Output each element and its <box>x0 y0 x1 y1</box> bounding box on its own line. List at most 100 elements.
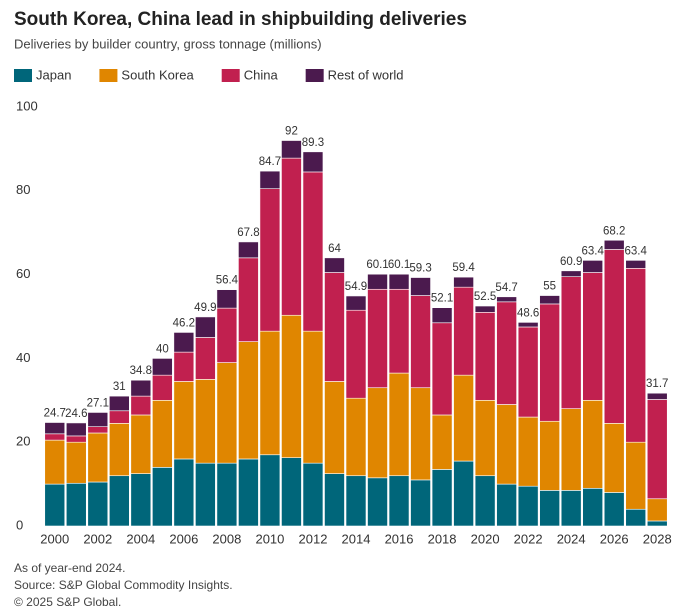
total-label: 24.7 <box>44 408 66 420</box>
bar-segment <box>539 303 560 422</box>
y-tick-label: 100 <box>16 98 38 113</box>
bar-segment <box>302 462 324 527</box>
bar-segment <box>324 473 345 527</box>
bar-segment <box>216 362 238 464</box>
total-label: 34.8 <box>130 365 152 377</box>
total-label: 92 <box>285 126 298 138</box>
bar-segment <box>582 399 603 489</box>
note: As of year-end 2024. <box>14 561 125 575</box>
total-label: 46.2 <box>173 317 195 329</box>
bar-segment <box>496 404 517 485</box>
y-tick-label: 20 <box>16 434 30 449</box>
bar-segment <box>646 392 668 400</box>
y-tick-label: 0 <box>16 517 23 532</box>
bar-segment <box>517 326 539 418</box>
x-tick-label: 2022 <box>514 531 543 546</box>
legend-label: South Korea <box>121 67 194 82</box>
bar-segment <box>625 508 647 527</box>
x-tick-label: 2008 <box>212 531 241 546</box>
total-label: 63.4 <box>625 245 648 257</box>
legend-swatch <box>99 69 118 82</box>
total-label: 54.9 <box>345 281 367 293</box>
bar-segment <box>281 157 302 316</box>
bar-segment <box>281 314 302 459</box>
total-label: 56.4 <box>216 275 239 287</box>
bar-segment <box>44 483 66 527</box>
bar-segment <box>367 387 388 479</box>
bar-segment <box>65 482 87 527</box>
bar-segment <box>410 479 431 527</box>
bar-segment <box>324 257 345 273</box>
bar-segment <box>109 410 130 424</box>
legend-label: China <box>244 67 279 82</box>
bar-segment <box>238 241 259 259</box>
bar-segment <box>388 288 410 374</box>
total-label: 67.8 <box>237 227 259 239</box>
x-tick-label: 2006 <box>169 531 198 546</box>
legend-swatch <box>305 69 324 82</box>
bar-segment <box>65 441 87 484</box>
bar-segment <box>173 458 195 527</box>
bar-segment <box>195 462 216 527</box>
total-label: 63.4 <box>581 245 604 257</box>
bar-segment <box>216 462 238 527</box>
bar-segment <box>496 301 517 405</box>
bar-segment <box>646 520 668 527</box>
bar-segment <box>259 188 281 332</box>
bar-segment <box>367 288 388 389</box>
bar-segment <box>453 460 474 527</box>
bar-segment <box>87 481 109 527</box>
bar-segment <box>65 435 87 443</box>
bar-segment <box>152 467 173 527</box>
bar-segment <box>152 374 173 401</box>
bar-segment <box>388 273 410 290</box>
bar-segment <box>345 475 367 527</box>
y-tick-label: 60 <box>16 266 30 281</box>
bar-segment <box>345 397 367 477</box>
bar-segment <box>195 379 216 464</box>
total-label: 55 <box>543 281 556 293</box>
bar-segment <box>517 485 539 527</box>
bar-segment <box>603 239 625 250</box>
total-label: 89.3 <box>302 137 324 149</box>
bar-segment <box>539 420 560 491</box>
total-label: 31 <box>113 381 126 393</box>
bar-segment <box>582 260 603 273</box>
bar-segment <box>603 249 625 424</box>
x-tick-label: 2028 <box>643 531 672 546</box>
bar-segment <box>345 295 367 311</box>
bar-segment <box>259 330 281 456</box>
bar-segment <box>65 422 87 437</box>
bar-segment <box>625 260 647 269</box>
bar-segment <box>625 268 647 443</box>
legend-swatch <box>221 69 240 82</box>
bar-segment <box>410 277 431 296</box>
x-tick-label: 2024 <box>557 531 586 546</box>
bar-segment <box>281 140 302 159</box>
bar-segment <box>302 330 324 464</box>
bar-segment <box>173 332 195 353</box>
bar-segment <box>431 469 453 527</box>
bar-segment <box>109 475 130 527</box>
bar-segment <box>87 412 109 427</box>
bar-segment <box>281 457 302 527</box>
bar-segment <box>474 399 496 477</box>
x-tick-label: 2012 <box>299 531 328 546</box>
bar-segment <box>474 475 496 527</box>
legend-label: Rest of world <box>328 67 404 82</box>
bar-segment <box>367 273 388 290</box>
total-label: 60.9 <box>560 256 582 268</box>
bar-segment <box>560 276 582 409</box>
bar-segment <box>410 295 431 389</box>
note: Source: S&P Global Commodity Insights. <box>14 578 233 592</box>
note: © 2025 S&P Global. <box>14 595 121 609</box>
bar-segment <box>431 322 453 416</box>
bar-segment <box>44 433 66 441</box>
bar-segment <box>152 358 173 376</box>
bar-segment <box>130 414 152 474</box>
bar-segment <box>367 477 388 527</box>
total-label: 59.3 <box>409 263 431 275</box>
bar-segment <box>109 395 130 412</box>
bar-segment <box>173 351 195 382</box>
